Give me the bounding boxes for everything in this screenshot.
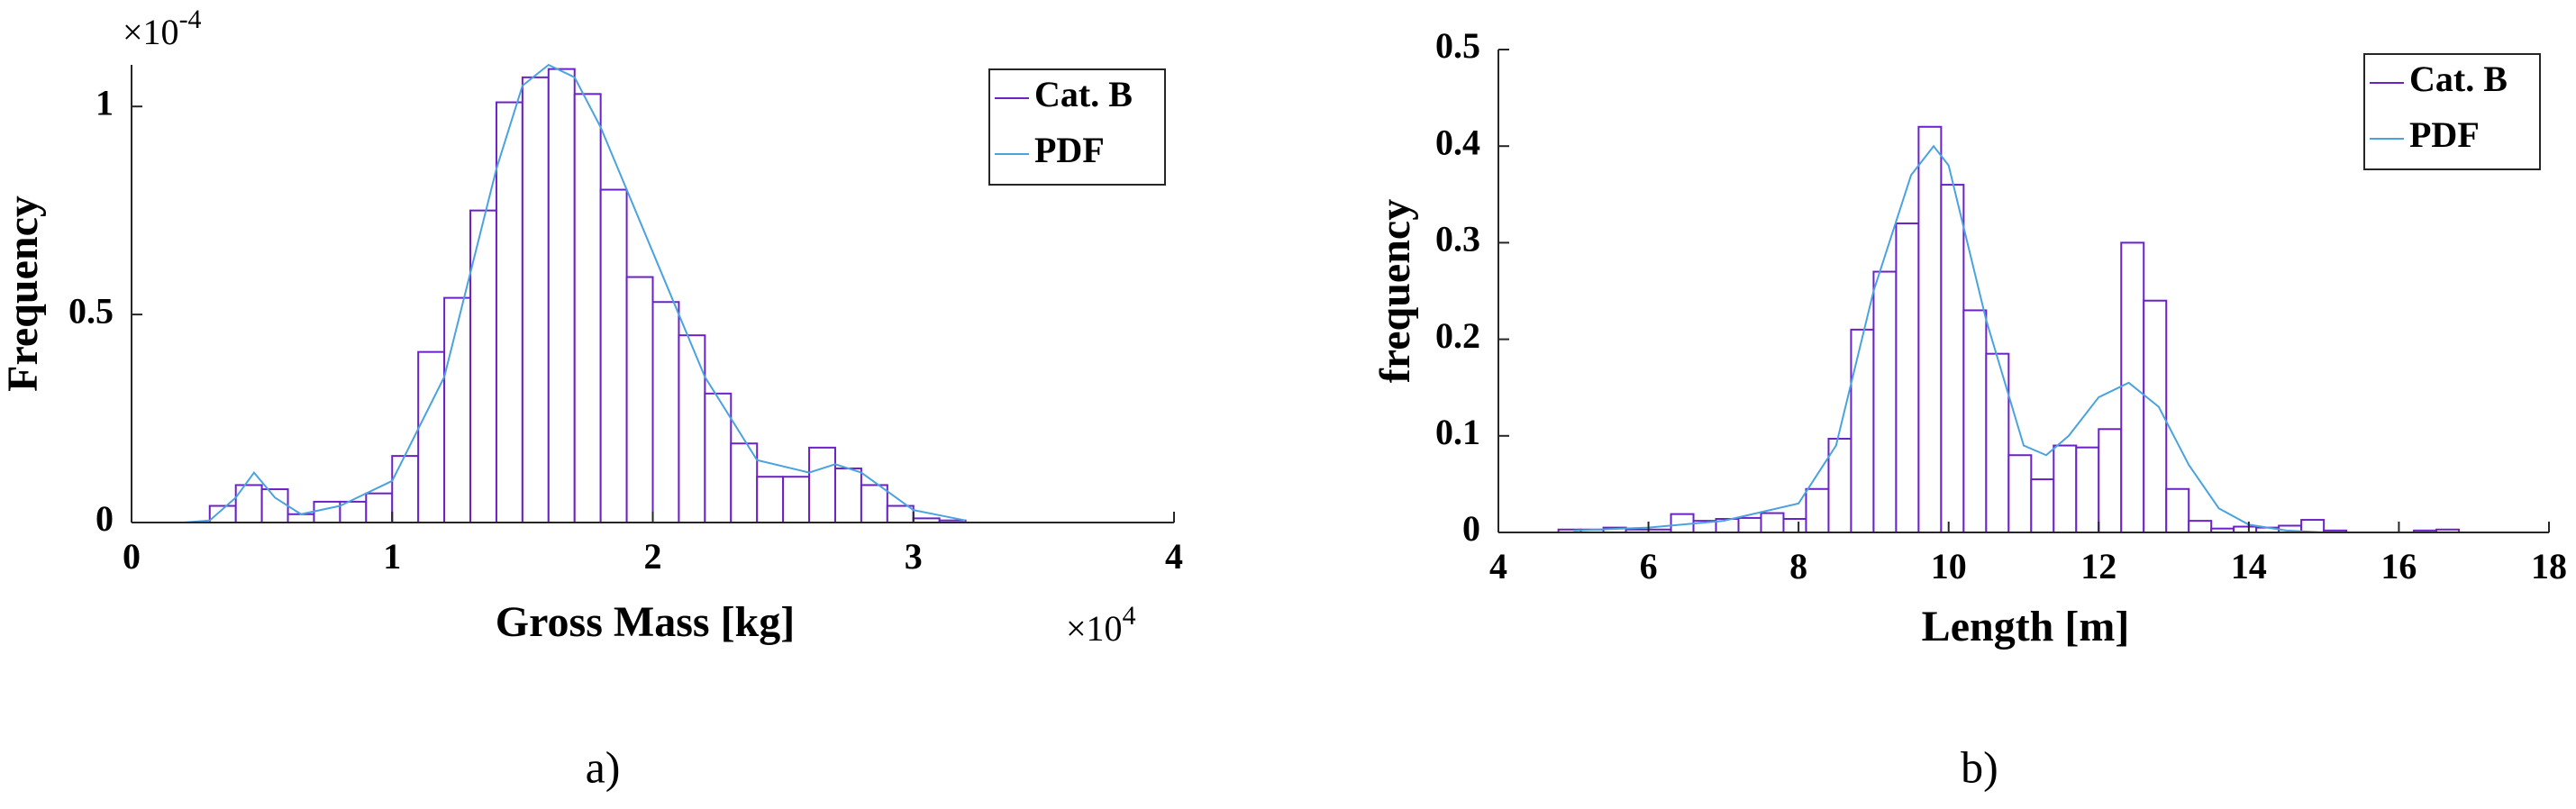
histogram-bar — [2053, 444, 2078, 533]
x-tick-label: 3 — [905, 536, 923, 577]
histogram-bar — [313, 500, 341, 524]
histogram-bar — [417, 350, 446, 523]
y-tick-label: 0.1 — [1435, 412, 1480, 452]
histogram-bar — [1940, 184, 1965, 534]
histogram-bar — [651, 301, 680, 523]
histogram-bar — [365, 492, 394, 524]
x-tick-label: 2 — [644, 536, 662, 577]
multiplier-exponent: -4 — [179, 5, 202, 34]
y-axis-label: frequency — [1371, 199, 1419, 383]
histogram-bar — [287, 513, 315, 523]
y-axis-label: Frequency — [0, 195, 47, 392]
histogram-bar — [2143, 299, 2168, 533]
histogram-bar — [547, 68, 576, 523]
y-tick-label: 0.5 — [68, 290, 114, 331]
legend-box — [988, 68, 1166, 186]
x-tick-label: 1 — [383, 536, 401, 577]
x-tick-label: 18 — [2531, 546, 2567, 586]
x-axis-label: Length [m] — [1922, 603, 2130, 650]
y-tick-label: 1 — [96, 82, 114, 123]
x-tick-label: 4 — [1165, 536, 1183, 577]
histogram-bar — [2098, 428, 2123, 533]
x-tick-label: 8 — [1789, 546, 1807, 586]
x-tick-label: 4 — [1489, 546, 1507, 586]
histogram-bar — [1805, 487, 1830, 534]
histogram-bar — [599, 188, 628, 524]
histogram-bar — [260, 488, 289, 524]
histogram-bar — [1895, 222, 1920, 534]
y-tick-label: 0 — [96, 498, 114, 539]
x-tick-label: 0 — [123, 536, 141, 577]
x-tick-label: 14 — [2231, 546, 2267, 586]
histogram-bar — [2165, 487, 2190, 534]
legend-label: Cat. B — [1034, 74, 1133, 114]
histogram-bar — [495, 101, 523, 524]
x-tick-label: 6 — [1640, 546, 1658, 586]
legend-box — [2363, 53, 2541, 170]
legend-label: PDF — [2409, 114, 2480, 155]
histogram-bar — [2030, 478, 2055, 533]
histogram-bar — [443, 296, 472, 524]
histogram-bar — [1782, 517, 1807, 534]
histogram-bar — [808, 446, 836, 524]
histogram-bar — [2007, 454, 2033, 533]
multiplier-exponent: 4 — [1123, 601, 1136, 631]
histogram-bar — [391, 455, 420, 524]
histogram-bar — [860, 484, 888, 523]
legend-label: PDF — [1034, 130, 1105, 170]
caption: b) — [1961, 741, 1998, 792]
x-tick-label: 10 — [1931, 546, 1967, 586]
histogram-bar — [1872, 270, 1898, 533]
histogram-bar — [833, 467, 862, 523]
axis-multiplier: ×104 — [1066, 601, 1136, 649]
y-tick-label: 0.4 — [1435, 122, 1480, 162]
histogram-bar — [1760, 512, 1785, 533]
multiplier-base: ×10 — [1066, 608, 1123, 649]
pdf-line — [132, 63, 966, 523]
histogram-bar — [1850, 328, 1875, 533]
histogram-bar — [1917, 125, 1943, 533]
histogram-bar — [2188, 520, 2213, 533]
y-tick-label: 0.3 — [1435, 219, 1480, 259]
y-tick-label: 0.5 — [1435, 25, 1480, 66]
histogram-bar — [782, 476, 811, 524]
histogram-bar — [1737, 516, 1762, 533]
y-tick-label: 0.2 — [1435, 315, 1480, 356]
x-tick-label: 12 — [2080, 546, 2116, 586]
axis-multiplier: ×10-4 — [123, 5, 202, 52]
x-axis-label: Gross Mass [kg] — [496, 598, 795, 646]
histogram-bar — [756, 476, 785, 524]
legend-label: Cat. B — [2409, 59, 2508, 99]
multiplier-base: ×10 — [123, 12, 179, 52]
histogram-bar — [678, 334, 706, 523]
histogram-bar — [2120, 241, 2145, 533]
histogram-bar — [886, 504, 915, 524]
caption: a) — [586, 741, 621, 792]
histogram-bar — [1985, 352, 2010, 533]
pdf-line — [1573, 144, 2325, 533]
histogram-bar — [573, 93, 602, 523]
x-tick-label: 16 — [2380, 546, 2417, 586]
histogram-bar — [2075, 446, 2100, 533]
histogram-bar — [521, 76, 550, 523]
histogram-bar — [625, 276, 654, 523]
y-tick-label: 0 — [1462, 508, 1480, 549]
histogram-bar — [1962, 309, 1988, 533]
